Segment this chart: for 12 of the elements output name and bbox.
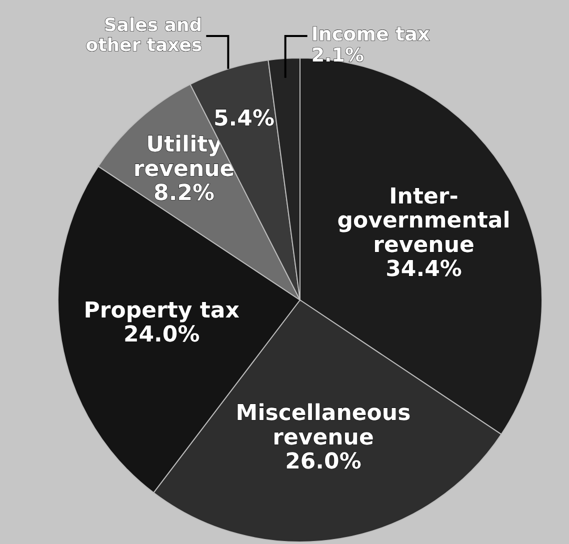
data-label: 24.0% [123,322,200,348]
slice-label: Sales and other taxes [86,15,202,56]
data-label: 34.4% [386,257,462,282]
slice-label: Utility revenue [133,132,235,182]
data-label: 26.0% [285,450,362,475]
data-label: 2.1% [311,44,364,67]
data-label: 5.4% [213,106,274,132]
slice-label: Inter- governmental revenue [337,184,510,258]
slice-label: Property tax [84,298,240,324]
data-label: 8.2% [154,181,215,206]
slice-label: Miscellaneous revenue [236,401,411,450]
slice-label: Income tax [311,24,430,46]
